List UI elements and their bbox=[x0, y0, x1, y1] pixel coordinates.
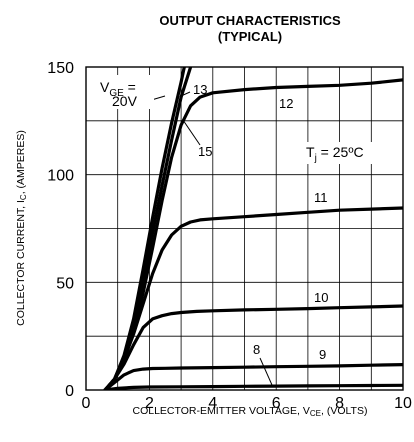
plot-frame bbox=[85, 66, 404, 391]
y-axis-label-sub: C bbox=[19, 194, 28, 200]
curve-label-11: 11 bbox=[314, 190, 328, 205]
x-tick-label: 10 bbox=[394, 395, 412, 412]
grid bbox=[86, 67, 403, 390]
curve-label-12: 12 bbox=[279, 96, 293, 111]
y-tick-label: 150 bbox=[47, 60, 74, 77]
curve-labels: 13 12 15 11 10 9 8 bbox=[193, 82, 328, 362]
vge-value: 20V bbox=[112, 93, 138, 109]
y-tick-labels: 0 50 100 150 bbox=[47, 60, 74, 400]
vge-symbol: V bbox=[100, 79, 110, 95]
y-tick-label: 0 bbox=[65, 383, 74, 400]
x-axis-label-end: , (VOLTS) bbox=[321, 405, 367, 417]
tj-subscript: j bbox=[314, 153, 317, 164]
curve-label-10: 10 bbox=[314, 290, 328, 305]
y-tick-label: 50 bbox=[56, 275, 74, 292]
y-axis-label-main: COLLECTOR CURRENT, I bbox=[15, 200, 27, 326]
leader-line-8 bbox=[259, 357, 273, 386]
curve-label-9: 9 bbox=[319, 347, 326, 362]
x-tick-labels: 0 2 4 6 8 10 bbox=[82, 395, 412, 412]
leader-line-15 bbox=[182, 119, 201, 146]
y-tick-label: 100 bbox=[47, 168, 74, 185]
tj-annotation-bg bbox=[303, 142, 391, 164]
tj-annotation: Tj = 25ºC bbox=[306, 144, 364, 164]
series-line-vge-9 bbox=[103, 363, 403, 390]
vge-subscript: GE bbox=[109, 88, 124, 99]
y-axis-label-end: , (AMPERES) bbox=[15, 130, 27, 194]
series-line-vge-8 bbox=[103, 383, 403, 390]
x-axis-label-main: COLLECTOR-EMITTER VOLTAGE, V bbox=[133, 405, 310, 417]
chart-subtitle: (TYPICAL) bbox=[218, 29, 282, 44]
curve-label-15: 15 bbox=[198, 144, 212, 159]
series-line-vge-11 bbox=[103, 206, 403, 390]
x-tick-label: 6 bbox=[272, 395, 281, 412]
vge-annotation: VGE = bbox=[100, 79, 136, 99]
y-axis-label: COLLECTOR CURRENT, IC, (AMPERES) bbox=[15, 130, 28, 326]
curve-label-13: 13 bbox=[193, 82, 207, 97]
curve-label-8: 8 bbox=[253, 342, 260, 357]
x-tick-label: 0 bbox=[82, 395, 91, 412]
leader-line-13 bbox=[180, 91, 191, 97]
x-tick-label: 2 bbox=[145, 395, 154, 412]
tj-symbol: T bbox=[306, 144, 315, 160]
x-tick-label: 4 bbox=[208, 395, 217, 412]
x-axis-label-sub: CE bbox=[310, 409, 321, 418]
x-axis-label: COLLECTOR-EMITTER VOLTAGE, VCE, (VOLTS) bbox=[133, 405, 368, 418]
leader-lines bbox=[147, 91, 273, 386]
series-line-vge-10 bbox=[103, 304, 403, 390]
tj-value: = 25ºC bbox=[317, 144, 364, 160]
vge-equals: = bbox=[124, 79, 136, 95]
series-group bbox=[103, 67, 403, 390]
vge-annotation-bg bbox=[98, 75, 154, 109]
chart-title: OUTPUT CHARACTERISTICS bbox=[159, 13, 341, 28]
x-tick-label: 8 bbox=[335, 395, 344, 412]
